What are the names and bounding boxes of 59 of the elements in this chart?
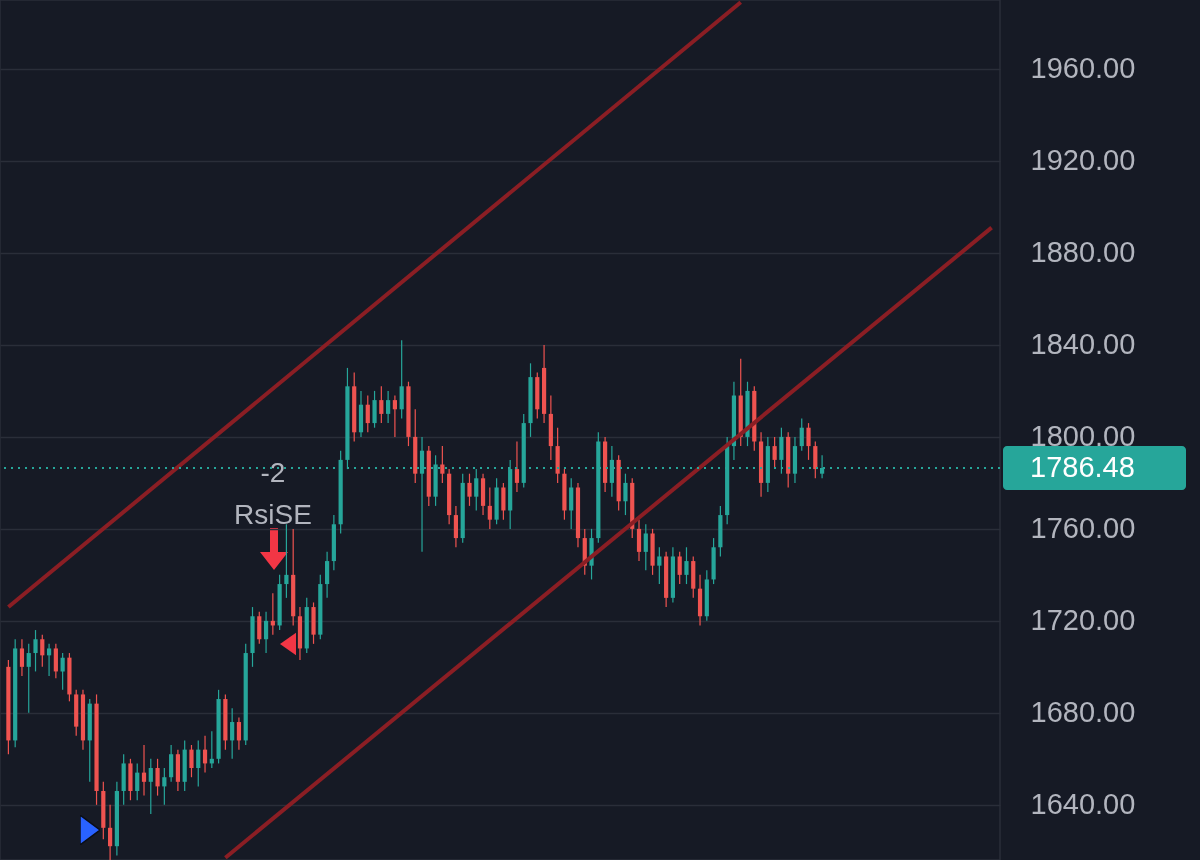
candlestick [813, 440, 818, 479]
candlestick [263, 611, 269, 654]
y-tick-label: 1920.00 [1030, 144, 1136, 177]
candlestick [501, 482, 506, 521]
y-tick-label: 1960.00 [1030, 52, 1136, 85]
candlestick [155, 758, 160, 797]
candlestick [772, 436, 777, 470]
ref-line-label: 1786.48 [1030, 450, 1135, 483]
candlestick [684, 546, 689, 585]
candlestick [372, 390, 377, 429]
candlestick [623, 473, 628, 516]
candlestick [196, 739, 201, 788]
candlestick [46, 643, 52, 677]
candlestick [636, 519, 642, 562]
candlestick [162, 767, 167, 806]
y-tick-label: 1680.00 [1030, 696, 1136, 729]
candlestick [379, 385, 384, 424]
candlestick [135, 762, 140, 801]
candlestick [569, 477, 574, 530]
candlestick [60, 652, 65, 691]
candlestick [19, 638, 25, 677]
candlestick [453, 505, 459, 548]
candlestick [257, 611, 262, 645]
candlestick [677, 551, 682, 585]
y-tick-label: 1760.00 [1030, 512, 1136, 545]
candlestick [148, 758, 153, 815]
candlestick [806, 422, 811, 461]
annotation: RsiSE [233, 498, 313, 532]
candlestick [33, 629, 38, 673]
candlestick [189, 744, 194, 778]
candlestick [230, 707, 235, 760]
candlestick [284, 523, 289, 599]
candlestick [202, 735, 208, 774]
candlestick [386, 390, 391, 424]
candlestick [467, 473, 472, 507]
candlestick [657, 546, 662, 585]
candlestick [365, 394, 370, 433]
y-tick-label: 1880.00 [1030, 236, 1136, 269]
annotation: -2 [259, 456, 287, 490]
y-tick-label: 1640.00 [1030, 788, 1136, 821]
candlestick [40, 634, 45, 668]
y-tick-label: 1800.00 [1030, 420, 1136, 453]
candlestick [440, 445, 445, 484]
y-tick-label: 1840.00 [1030, 328, 1136, 361]
candlestick [236, 716, 242, 751]
candlestick [26, 643, 31, 714]
candlestick [392, 394, 397, 438]
candlestick [487, 486, 492, 530]
candlestick [53, 643, 58, 679]
candlestick [643, 523, 648, 571]
candlestick [474, 468, 479, 512]
candlestick [514, 440, 520, 493]
y-tick-label: 1720.00 [1030, 604, 1136, 637]
candlestick [399, 339, 404, 420]
candlestick [108, 804, 113, 860]
candlestick [799, 417, 804, 452]
candlestick [324, 551, 330, 599]
candlestick [169, 744, 174, 783]
candlestick [141, 744, 147, 797]
